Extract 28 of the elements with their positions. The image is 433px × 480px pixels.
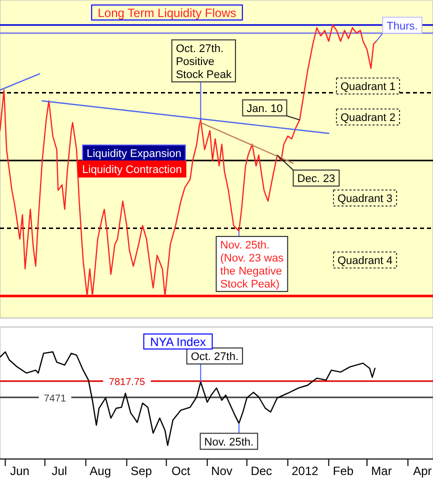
x-tick-label: Aug — [90, 464, 112, 478]
x-tick-label: Sep — [130, 464, 152, 478]
x-tick-label: Dec — [250, 464, 272, 478]
annotation: Nov. 25th. — [204, 436, 254, 448]
annotation: Dec. 23 — [297, 173, 336, 186]
x-tick-label: Mar — [371, 464, 392, 478]
x-tick-label: Oct — [172, 464, 191, 478]
x-tick-label: Feb — [332, 464, 354, 478]
text: NYA Index — [150, 335, 206, 349]
annotation: Quadrant 1 — [340, 81, 396, 93]
x-tick-label: Jul — [52, 464, 68, 478]
annotation: Oct. 27th. Positive Stock Peak — [176, 42, 232, 81]
annotation: Quadrant 2 — [340, 112, 396, 124]
annotation: Oct. 27th. — [190, 350, 239, 363]
x-tick-label: Jun — [10, 464, 30, 478]
annotation: Quadrant 4 — [337, 255, 393, 267]
ref-line-label: 7471 — [44, 393, 67, 404]
annotation: Liquidity Contraction — [82, 164, 182, 176]
annotation: Nov. 25th. (Nov. 23 was the Negative Stock Peak) — [220, 239, 284, 290]
annotation: Liquidity Expansion — [86, 148, 182, 160]
chart-title: Long Term Liquidity Flows — [98, 6, 236, 20]
annotation: Thurs. — [386, 20, 418, 32]
x-tick-label: Nov — [211, 464, 232, 478]
annotation: Jan. 10 — [246, 102, 283, 115]
x-tick-label: 2012 — [292, 464, 319, 478]
ref-line-label: 7817.75 — [108, 377, 146, 388]
annotation: Quadrant 3 — [337, 193, 393, 205]
x-tick-label: Apr — [413, 464, 432, 478]
